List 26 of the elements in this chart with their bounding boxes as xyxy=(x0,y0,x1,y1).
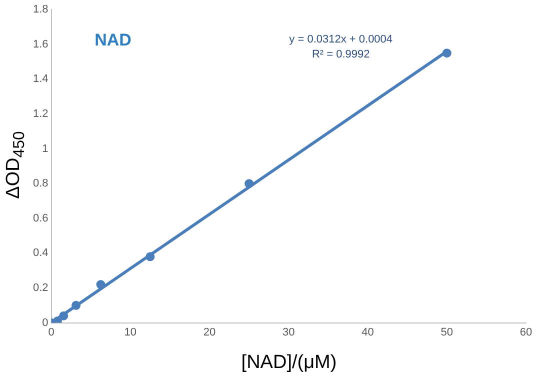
x-tick-label: 60 xyxy=(520,326,532,338)
y-tick-label: 1.6 xyxy=(32,38,48,50)
y-tick-label: 1.2 xyxy=(32,108,48,120)
x-tick-label: 30 xyxy=(282,326,295,338)
y-tick-label: 1.8 xyxy=(32,4,48,16)
y-tick-label: 0 xyxy=(42,316,48,329)
annotation: R² = 0.9992 xyxy=(312,48,370,61)
x-tick-label: 10 xyxy=(124,326,137,338)
point xyxy=(244,179,254,188)
point xyxy=(72,300,81,310)
y-tick-label: 0.6 xyxy=(32,212,48,224)
y-tick-label: 0.2 xyxy=(32,282,48,294)
y-tick-label: 1.4 xyxy=(32,73,48,86)
point xyxy=(442,48,452,58)
point xyxy=(96,280,106,290)
x-tick-label: 50 xyxy=(440,326,454,338)
text: NAD xyxy=(94,30,132,50)
x-tick-label: 20 xyxy=(203,326,216,338)
x-tick-label: 40 xyxy=(362,326,374,338)
y-tick-label: 0.4 xyxy=(32,247,48,260)
y-tick-label: 1 xyxy=(42,142,48,155)
annotation: y = 0.0312x + 0.0004 xyxy=(289,34,393,46)
x-axis-title: [NAD]/(μM) xyxy=(240,352,338,374)
y-tick-label: 0.8 xyxy=(32,178,48,190)
point xyxy=(146,252,155,262)
point xyxy=(59,311,68,320)
